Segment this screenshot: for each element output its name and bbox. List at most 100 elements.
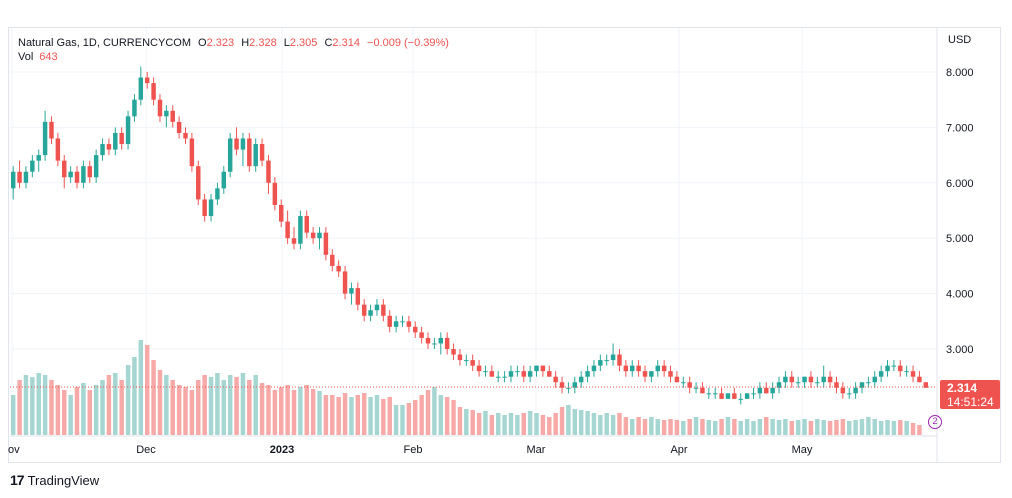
volume-bar [406,403,412,435]
volume-bar [649,417,654,435]
volume-bar [247,380,252,435]
volume-bar [266,385,271,435]
candle-body [113,132,118,150]
volume-legend: Vol 643 [18,51,58,63]
candle-body [693,387,699,389]
candle-body [719,393,724,399]
volume-bar [208,377,214,435]
volume-bar [495,413,501,435]
volume-bar [821,420,826,435]
volume-bar [221,380,227,435]
currency-label[interactable]: USD [948,34,972,46]
candle-body [196,166,201,200]
volume-bar [668,419,673,435]
volume-bar [30,377,35,435]
candle-body [278,204,284,222]
volume-bar [891,421,897,435]
event-marker-icon[interactable]: 2 [928,415,942,429]
open-value: 2.323 [206,37,235,49]
candle-body [227,138,233,172]
volume-bar [770,419,775,435]
volume-bar [336,397,341,435]
volume-bar [196,380,201,435]
candle-body [259,144,265,161]
change-value: −0.009 (−0.39%) [367,37,449,49]
volume-bar [253,375,258,435]
volume-bar [240,373,246,435]
price-tick-label: 7.000 [946,122,974,134]
volume-bar [113,373,118,435]
tradingview-logo[interactable]: 17 TradingView [10,472,99,488]
candle-body [106,144,112,150]
candle-body [93,155,99,178]
volume-bar [342,393,348,435]
candle-body [221,171,227,189]
volume-bar [834,420,839,435]
volume-bar [559,407,565,435]
volume-bar [189,390,195,435]
volume-bar [898,420,903,435]
last-price-tag: 2.314 14:51:24 [940,380,1000,409]
volume-bar [451,400,456,435]
candle-body [687,382,692,388]
candle-body [495,376,501,378]
volume-bar [49,380,54,435]
volume-bar [138,340,144,435]
volume-bar [732,419,737,435]
candle-body [489,371,495,377]
candle-body [846,393,852,395]
volume-bar [298,387,303,435]
grid-lines [10,28,938,462]
candle-body [674,376,680,383]
volume-bar [738,421,743,435]
candle-body [598,360,603,366]
volume-bar [591,413,597,435]
time-tick-label: Mar [527,444,546,456]
volume-bar [387,397,392,435]
brand-name: TradingView [27,472,100,488]
candle-body [125,116,131,145]
candle-body [17,171,22,183]
volume-bar [413,400,418,435]
volume-bar [706,420,712,435]
chart-legend: Natural Gas, 1D, CURRENCYCOM O2.323 H2.3… [18,35,449,52]
candle-body [189,138,195,167]
candle-body [247,138,252,167]
candle-body [508,371,514,377]
time-tick-label: May [792,444,813,456]
candle-body [81,166,86,183]
candle-body [783,376,788,383]
candle-body [336,265,341,272]
volume-bar [310,389,316,435]
candle-body [840,387,846,394]
candle-body [476,365,482,372]
candle-body [732,393,737,399]
candle-body [266,160,271,183]
volume-bar [42,375,48,435]
candle-body [381,304,386,316]
volume-bar [789,421,795,435]
candle-body [553,376,558,383]
candle-body [119,132,124,145]
time-tick-label: Feb [404,444,423,456]
volume-bar [87,390,93,435]
candle-body [866,382,871,384]
volume-bar [62,390,67,435]
candle-body [170,110,175,122]
price-tick-label: 6.000 [946,178,974,190]
volume-bar [674,420,680,435]
volume-bar [202,375,207,435]
volume-bar [910,423,916,435]
volume-bar [630,419,635,435]
time-tick-label: Dec [136,444,156,456]
candle-body [668,371,673,377]
candle-body [617,354,622,366]
volume-bar [234,377,239,435]
candle-body [304,216,309,233]
candle-body [87,166,93,178]
volume-bar [170,380,175,435]
candle-body [368,310,373,316]
candle-body [74,171,80,183]
candle-body [68,171,73,178]
